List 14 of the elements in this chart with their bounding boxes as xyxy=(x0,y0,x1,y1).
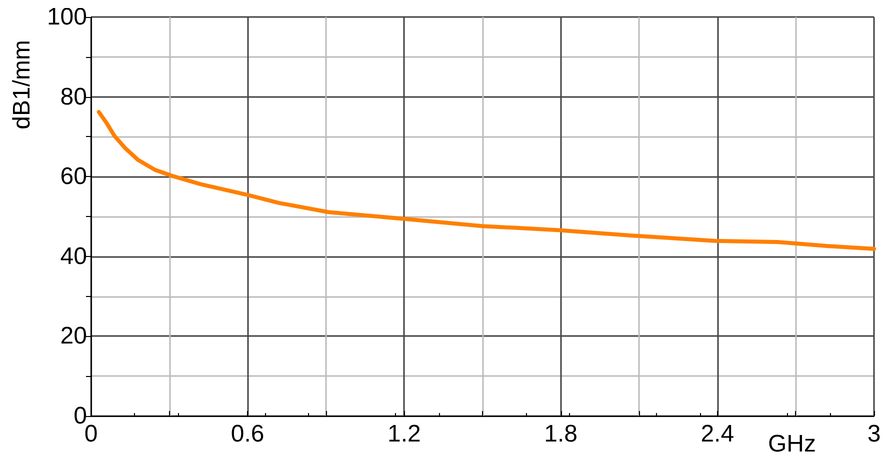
y-tick-label: 20 xyxy=(60,322,87,350)
x-tick-label: 1.8 xyxy=(544,420,578,448)
y-tick-label: 40 xyxy=(60,242,87,270)
y-tick-label: 60 xyxy=(60,163,87,190)
x-tick-label: 2.4 xyxy=(700,420,734,448)
x-tick-label: 1.2 xyxy=(388,420,421,448)
y-tick-label: 80 xyxy=(60,83,87,110)
x-axis-title: GHz xyxy=(768,430,816,458)
x-tick-label: 0.6 xyxy=(230,420,264,448)
line-series xyxy=(96,110,876,251)
y-tick-label: 0 xyxy=(74,402,87,430)
y-tick-label: 100 xyxy=(46,4,87,30)
y-axis-title: dB1/mm xyxy=(8,40,36,130)
x-tick-label: 3 xyxy=(867,420,881,448)
